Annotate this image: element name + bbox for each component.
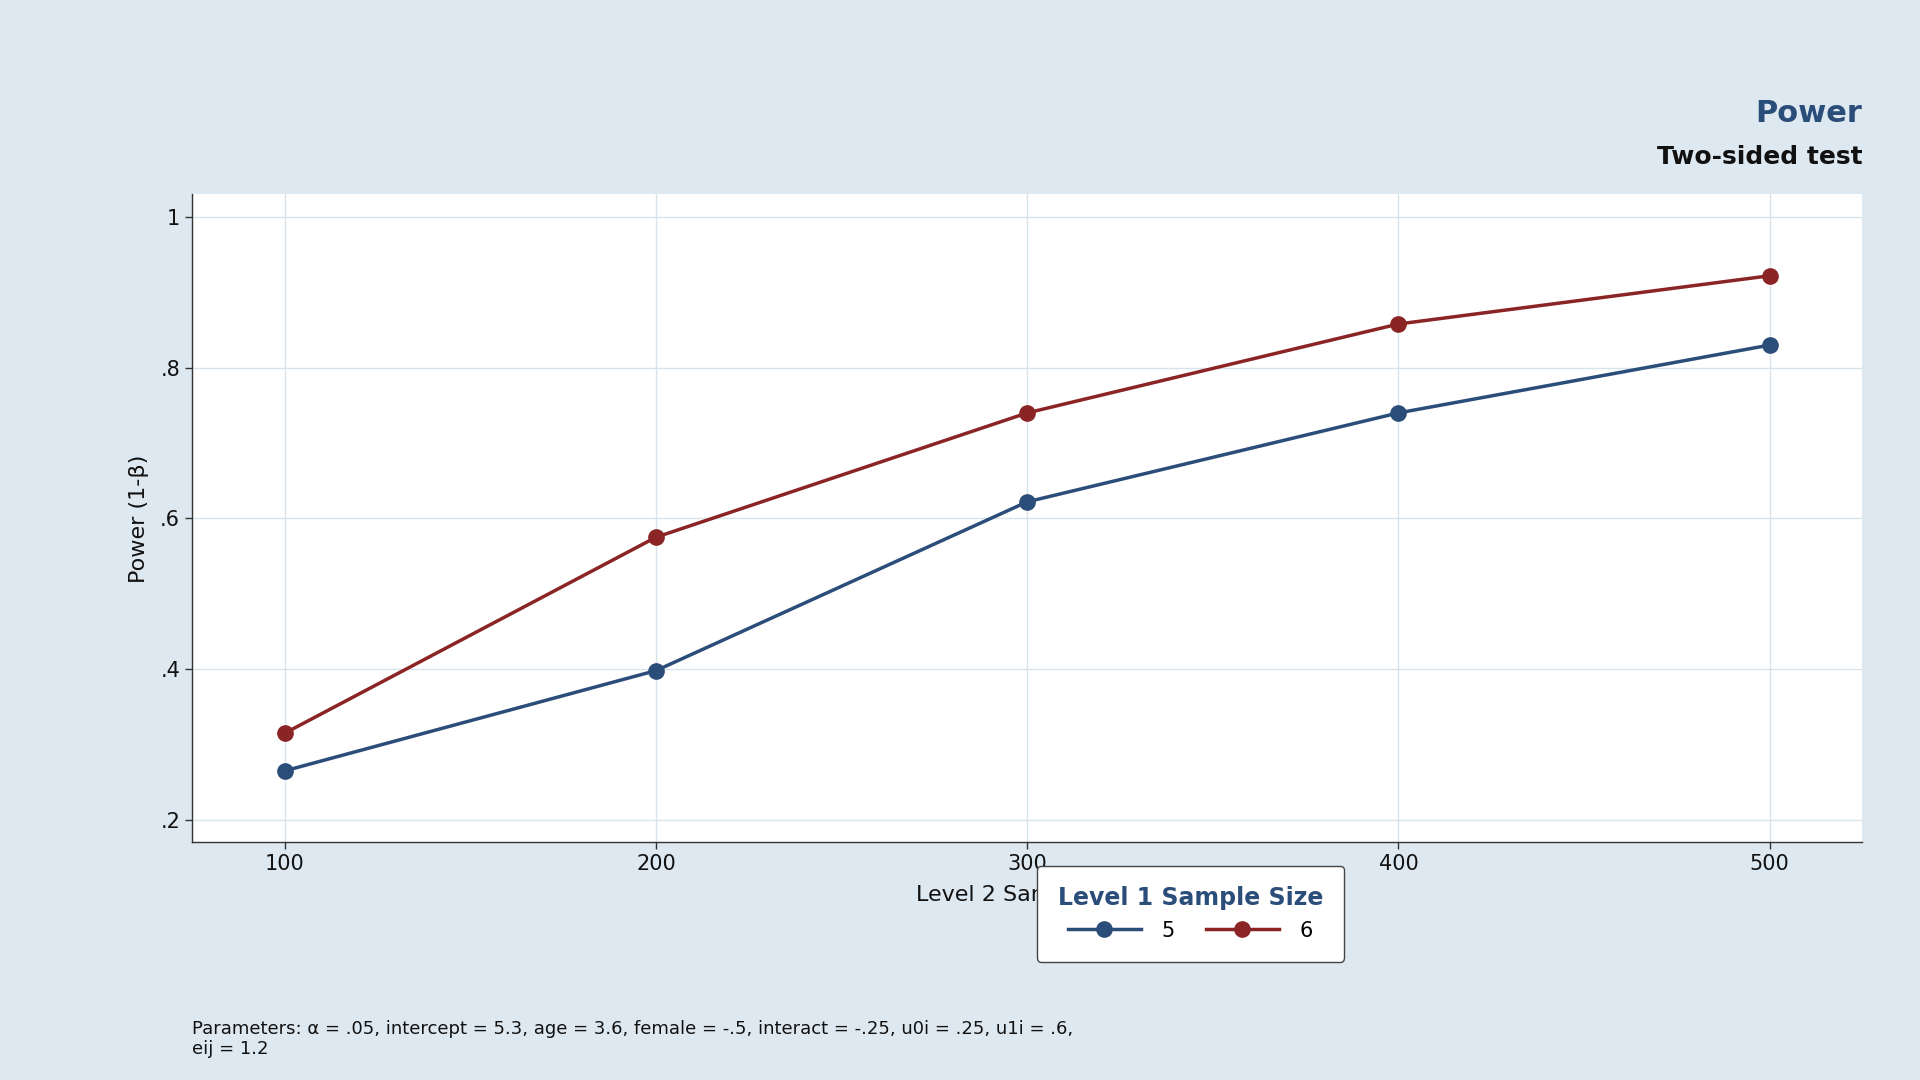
Line: 5: 5 [276, 337, 1778, 779]
5 [1386, 406, 1409, 419]
5 [1016, 496, 1039, 509]
5 [645, 664, 668, 677]
Text: Two-sided test: Two-sided test [1657, 145, 1862, 168]
6 [1386, 318, 1409, 330]
6 [1016, 406, 1039, 419]
5 [1759, 339, 1782, 352]
X-axis label: Level 2 Sample Size: Level 2 Sample Size [916, 886, 1139, 905]
6 [1759, 269, 1782, 282]
5 [273, 765, 296, 778]
Legend: 5, 6: 5, 6 [1037, 865, 1344, 961]
Y-axis label: Power (1-β): Power (1-β) [129, 455, 150, 582]
Text: Power: Power [1755, 99, 1862, 127]
Line: 6: 6 [276, 268, 1778, 741]
Text: Parameters: α = .05, intercept = 5.3, age = 3.6, female = -.5, interact = -.25, : Parameters: α = .05, intercept = 5.3, ag… [192, 1020, 1073, 1058]
6 [645, 530, 668, 543]
6 [273, 727, 296, 740]
